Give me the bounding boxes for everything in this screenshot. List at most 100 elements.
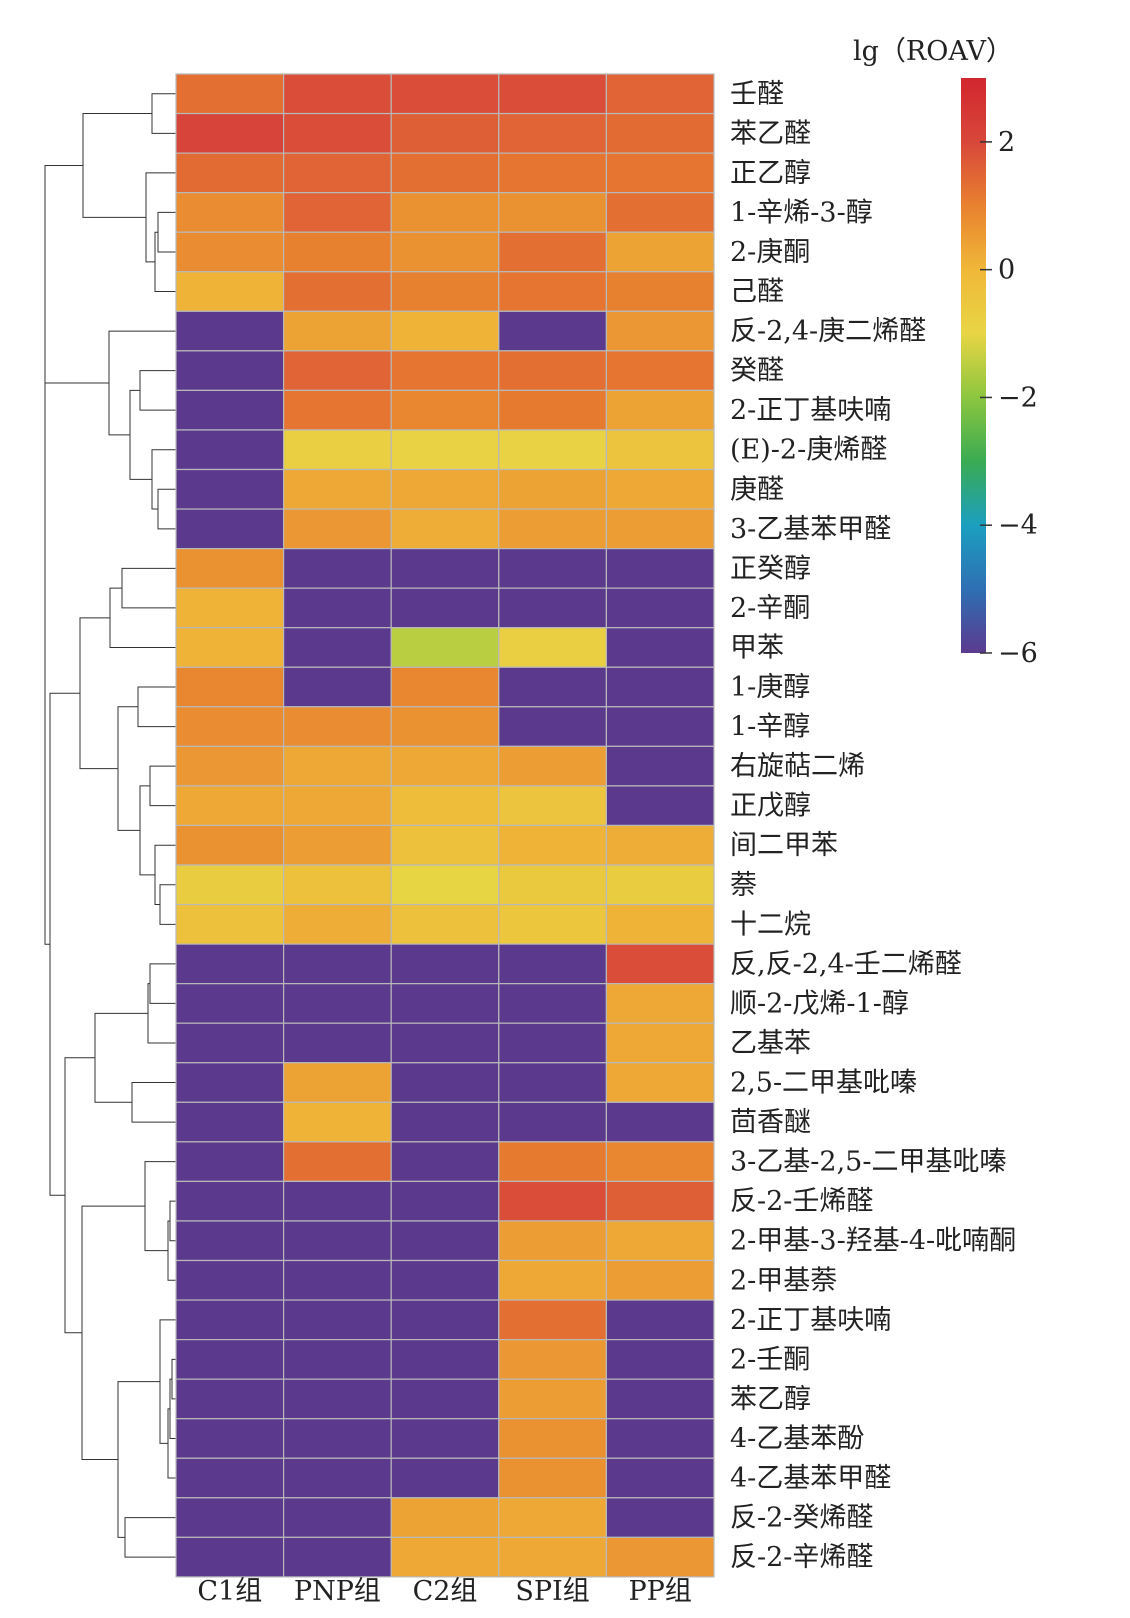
heatmap-cell (283, 350, 392, 392)
heatmap-cell (283, 824, 392, 866)
heatmap-cell (498, 429, 607, 471)
dendrogram-link (139, 785, 155, 876)
dendrogram-link (109, 587, 176, 648)
heatmap-cell (498, 745, 607, 787)
heatmap-cell (283, 864, 392, 906)
heatmap-cell (498, 1299, 607, 1341)
dendrogram-link (151, 93, 176, 134)
heatmap-cell (175, 1536, 285, 1578)
heatmap-cell (498, 1259, 607, 1301)
heatmap-cell (390, 310, 500, 352)
row-label: 反-2,4-庚二烯醛 (730, 316, 926, 347)
heatmap-cell (605, 666, 715, 708)
dendrogram-link (149, 963, 176, 1004)
heatmap-cell (498, 1497, 607, 1538)
heatmap-cell (390, 152, 500, 194)
heatmap-cell (498, 706, 607, 747)
heatmap-cell (283, 73, 392, 115)
heatmap-cell (390, 547, 500, 589)
heatmap-cell (498, 192, 607, 233)
dendrogram-link (108, 330, 176, 436)
heatmap-cell (283, 983, 392, 1024)
row-label: 苯乙醇 (730, 1384, 811, 1415)
heatmap-cell (390, 112, 500, 154)
heatmap-cell (283, 1378, 392, 1420)
row-label: 2-正丁基呋喃 (730, 1305, 891, 1336)
row-label: 反-2-辛烯醛 (730, 1542, 873, 1573)
heatmap-cell (283, 903, 392, 945)
heatmap-cell (390, 1180, 500, 1222)
heatmap-cell (498, 547, 607, 589)
dendrogram-link (139, 370, 176, 411)
heatmap-cell (498, 1418, 607, 1459)
heatmap-cell (390, 73, 500, 115)
dendrogram-link (147, 983, 176, 1044)
colorbar: lg（ROAV） 2 0 −2 −4 −6 (853, 36, 1038, 669)
heatmap-cell (175, 231, 285, 273)
heatmap-cell (283, 152, 392, 194)
heatmap-cell (390, 943, 500, 985)
heatmap-cell (605, 547, 715, 589)
heatmap-cell (605, 271, 715, 312)
heatmap-cell (175, 350, 285, 392)
colorbar-gradient (961, 78, 986, 653)
heatmap-cell (498, 785, 607, 827)
heatmap-cell (175, 1378, 285, 1420)
heatmap-cell (175, 508, 285, 550)
dendrogram-link (82, 113, 152, 218)
heatmap-cell (283, 587, 392, 629)
heatmap-cell (605, 1418, 715, 1459)
heatmap-cell (390, 1338, 500, 1380)
heatmap-cell (390, 350, 500, 392)
heatmap-cell (283, 1299, 392, 1341)
heatmap-cell (390, 508, 500, 550)
heatmap-cell (390, 903, 500, 945)
heatmap-cell (175, 152, 285, 194)
heatmap-cell (498, 1378, 607, 1420)
dendrogram-link (151, 449, 176, 510)
heatmap-cell (283, 231, 392, 273)
heatmap-cell (175, 943, 285, 985)
heatmap-cell (498, 73, 607, 115)
column-label: PP组 (629, 1576, 692, 1607)
colorbar-tick-label: −4 (998, 510, 1038, 541)
heatmap-cell (175, 1457, 285, 1499)
heatmap-cell (390, 1299, 500, 1341)
column-label: SPI组 (515, 1576, 589, 1607)
heatmap-cell (283, 1220, 392, 1262)
dendrogram-link (81, 1205, 145, 1460)
heatmap-cell (283, 1062, 392, 1103)
colorbar-title: lg（ROAV） (853, 36, 1013, 67)
heatmap-cell (175, 1022, 285, 1064)
heatmap-cell (283, 429, 392, 471)
heatmap-cell (498, 824, 607, 866)
heatmap-cell (175, 1299, 285, 1341)
heatmap-cell (390, 627, 500, 668)
row-label: 2,5-二甲基吡嗪 (730, 1068, 917, 1099)
heatmap-cell (175, 1101, 285, 1143)
column-label: PNP组 (294, 1576, 381, 1607)
dendrogram-link (79, 617, 118, 770)
heatmap-cell (175, 547, 285, 589)
heatmap-cell (175, 271, 285, 312)
heatmap-cell (390, 271, 500, 312)
heatmap-cell (175, 192, 285, 233)
heatmap-cell (498, 903, 607, 945)
heatmap-cell (175, 429, 285, 471)
heatmap-cell (498, 943, 607, 985)
heatmap-cell (283, 508, 392, 550)
heatmap-cell (498, 627, 607, 668)
heatmap-cell (283, 943, 392, 985)
heatmap-cell (605, 468, 715, 510)
heatmap-cell (283, 1022, 392, 1064)
dendrogram-link (169, 1200, 176, 1242)
heatmap-cell (390, 587, 500, 629)
heatmap-cell (605, 1141, 715, 1182)
dendrogram-link (159, 884, 176, 925)
heatmap-cell (283, 627, 392, 668)
row-label: 顺-2-戊烯-1-醇 (730, 988, 909, 1019)
heatmap-cell (175, 112, 285, 154)
heatmap-cell (175, 983, 285, 1024)
heatmap-cell (175, 1338, 285, 1380)
